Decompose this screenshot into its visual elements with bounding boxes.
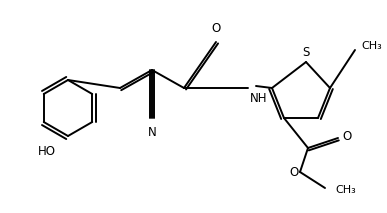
Text: S: S	[302, 46, 310, 59]
Text: HO: HO	[38, 145, 56, 158]
Text: NH: NH	[250, 92, 267, 105]
Text: N: N	[147, 126, 156, 139]
Text: O: O	[289, 166, 299, 178]
Text: O: O	[342, 130, 351, 142]
Text: CH₃: CH₃	[361, 41, 382, 51]
Text: O: O	[211, 22, 221, 35]
Text: CH₃: CH₃	[335, 185, 356, 195]
